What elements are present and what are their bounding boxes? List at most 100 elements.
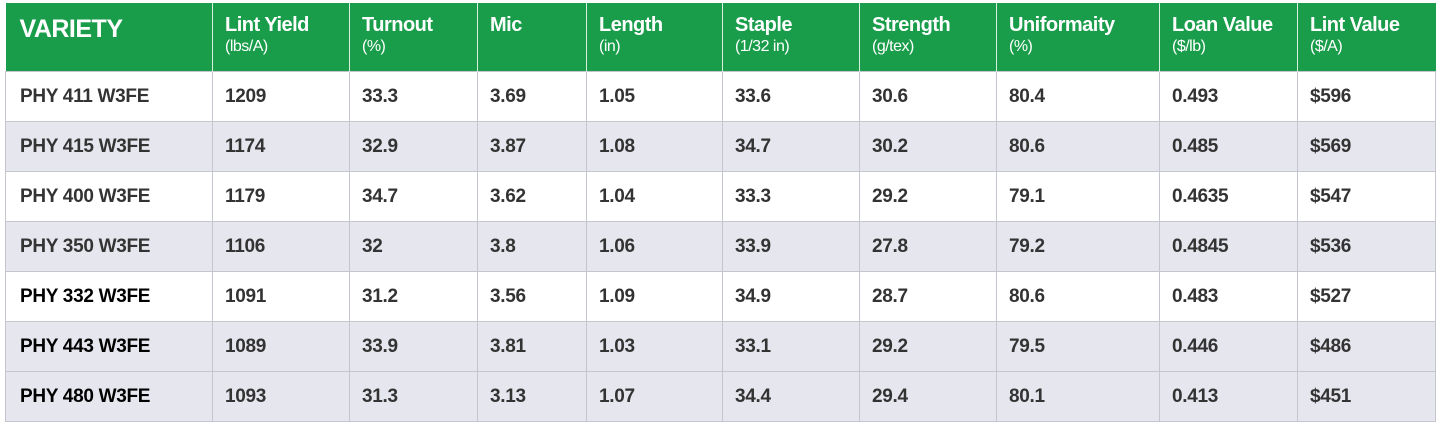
value-cell: 31.3: [349, 371, 478, 422]
value-cell: 0.493: [1159, 71, 1298, 122]
column-title: Turnout: [362, 14, 433, 36]
value-cell: 0.4635: [1159, 171, 1298, 222]
column-title: Length: [599, 14, 663, 36]
value-cell: 34.9: [722, 271, 860, 322]
value-cell: 3.13: [477, 371, 587, 422]
value-cell: 29.2: [859, 321, 997, 372]
value-cell: 79.2: [996, 221, 1160, 272]
column-header: VARIETY: [5, 3, 213, 72]
value-cell: 1089: [212, 321, 350, 372]
column-unit: ($/lb): [1172, 38, 1206, 55]
value-cell: 1.03: [586, 321, 723, 372]
value-cell: 0.413: [1159, 371, 1298, 422]
value-cell: 0.485: [1159, 121, 1298, 172]
column-title: Strength: [872, 14, 951, 36]
value-cell: 33.3: [722, 171, 860, 222]
table-row: PHY 480 W3FE 1093 31.3 3.13 1.07 34.4 29.4 80.1…: [5, 371, 1436, 422]
value-cell: $536: [1297, 221, 1436, 272]
value-cell: 33.9: [349, 321, 478, 372]
value-cell: 1.04: [586, 171, 723, 222]
column-unit: (lbs/A): [225, 38, 268, 55]
value-cell: 0.483: [1159, 271, 1298, 322]
column-unit: (in): [599, 38, 621, 55]
value-cell: 31.2: [349, 271, 478, 322]
data-table: VARIETY Lint Yield (lbs/A) Turnout (%) Mic Len…: [5, 3, 1436, 422]
value-cell: $486: [1297, 321, 1436, 372]
variety-cell: PHY 480 W3FE: [5, 371, 213, 422]
table-body: PHY 411 W3FE 1209 33.3 3.69 1.05 33.6 30.6 80.4…: [5, 71, 1436, 422]
value-cell: 32: [349, 221, 478, 272]
value-cell: $547: [1297, 171, 1436, 222]
value-cell: 3.69: [477, 71, 587, 122]
value-cell: $569: [1297, 121, 1436, 172]
value-cell: 80.4: [996, 71, 1160, 122]
table-row: PHY 415 W3FE 1174 32.9 3.87 1.08 34.7 30.2 80.6…: [5, 121, 1436, 172]
value-cell: 79.5: [996, 321, 1160, 372]
value-cell: 34.7: [349, 171, 478, 222]
variety-cell: PHY 350 W3FE: [5, 221, 213, 272]
variety-cell: PHY 443 W3FE: [5, 321, 213, 372]
value-cell: 34.4: [722, 371, 860, 422]
header-row: VARIETY Lint Yield (lbs/A) Turnout (%) Mic Len…: [5, 3, 1436, 72]
value-cell: 1179: [212, 171, 350, 222]
table-row: PHY 332 W3FE 1091 31.2 3.56 1.09 34.9 28.7 80.6…: [5, 271, 1436, 322]
value-cell: 0.4845: [1159, 221, 1298, 272]
variety-cell: PHY 332 W3FE: [5, 271, 213, 322]
value-cell: 33.9: [722, 221, 860, 272]
column-unit: (1/32 in): [735, 38, 790, 55]
column-header: Length (in): [586, 3, 723, 72]
column-unit: ($/A): [1310, 38, 1343, 55]
column-header: Lint Yield (lbs/A): [212, 3, 350, 72]
column-title: Staple: [735, 14, 793, 36]
variety-cell: PHY 415 W3FE: [5, 121, 213, 172]
value-cell: $596: [1297, 71, 1436, 122]
variety-cell: PHY 411 W3FE: [5, 71, 213, 122]
column-header: Loan Value ($/lb): [1159, 3, 1298, 72]
column-header: Staple (1/32 in): [722, 3, 860, 72]
value-cell: 33.6: [722, 71, 860, 122]
value-cell: 3.8: [477, 221, 587, 272]
column-title: Lint Value: [1310, 14, 1400, 36]
value-cell: 27.8: [859, 221, 997, 272]
value-cell: 80.6: [996, 271, 1160, 322]
value-cell: 80.1: [996, 371, 1160, 422]
value-cell: 1091: [212, 271, 350, 322]
column-title: Loan Value: [1172, 14, 1273, 36]
column-header: Strength (g/tex): [859, 3, 997, 72]
table-row: PHY 400 W3FE 1179 34.7 3.62 1.04 33.3 29.2 79.1…: [5, 171, 1436, 222]
value-cell: 32.9: [349, 121, 478, 172]
value-cell: 33.3: [349, 71, 478, 122]
value-cell: 1.09: [586, 271, 723, 322]
column-unit: (%): [1009, 38, 1033, 55]
value-cell: 1209: [212, 71, 350, 122]
column-header: Lint Value ($/A): [1297, 3, 1436, 72]
table-row: PHY 443 W3FE 1089 33.9 3.81 1.03 33.1 29.2 79.5…: [5, 321, 1436, 372]
column-title: Lint Yield: [225, 14, 309, 36]
table-row: PHY 411 W3FE 1209 33.3 3.69 1.05 33.6 30.6 80.4…: [5, 71, 1436, 122]
column-title: Mic: [490, 14, 522, 36]
table-wrap: VARIETY Lint Yield (lbs/A) Turnout (%) Mic Len…: [5, 3, 1436, 422]
value-cell: 1106: [212, 221, 350, 272]
value-cell: 3.87: [477, 121, 587, 172]
value-cell: $451: [1297, 371, 1436, 422]
value-cell: 29.4: [859, 371, 997, 422]
variety-cell: PHY 400 W3FE: [5, 171, 213, 222]
value-cell: 3.56: [477, 271, 587, 322]
value-cell: 28.7: [859, 271, 997, 322]
value-cell: 0.446: [1159, 321, 1298, 372]
value-cell: 33.1: [722, 321, 860, 372]
value-cell: 80.6: [996, 121, 1160, 172]
column-title: Uniformaity: [1009, 14, 1115, 36]
table-header: VARIETY Lint Yield (lbs/A) Turnout (%) Mic Len…: [5, 3, 1436, 72]
column-unit: (%): [362, 38, 386, 55]
value-cell: 1.06: [586, 221, 723, 272]
table-row: PHY 350 W3FE 1106 32 3.8 1.06 33.9 27.8 79.2 0.4…: [5, 221, 1436, 272]
value-cell: 1174: [212, 121, 350, 172]
value-cell: 30.6: [859, 71, 997, 122]
column-title: VARIETY: [19, 15, 123, 43]
value-cell: 1093: [212, 371, 350, 422]
column-unit: (g/tex): [872, 38, 914, 55]
column-header: Turnout (%): [349, 3, 478, 72]
value-cell: 3.62: [477, 171, 587, 222]
